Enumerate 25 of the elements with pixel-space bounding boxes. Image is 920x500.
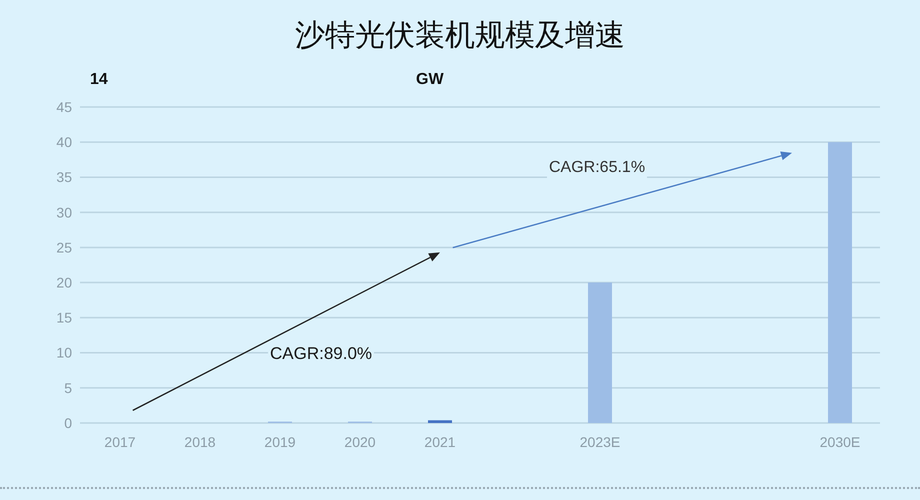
y-tick-label: 25 [56, 239, 72, 256]
y-tick-label: 20 [56, 274, 72, 291]
y-tick-label: 0 [64, 414, 72, 431]
y-tick-label: 5 [64, 380, 72, 396]
x-tick-label: 2030E [820, 434, 860, 450]
y-tick-label: 30 [56, 204, 72, 220]
y-tick-label: 40 [56, 134, 72, 150]
bar [588, 282, 612, 423]
x-tick-label: 2020 [344, 434, 376, 450]
bar [828, 142, 852, 423]
x-tick-label: 2023E [580, 434, 620, 450]
x-tick-label: 2021 [424, 434, 456, 450]
annotation: CAGR:89.0% [268, 344, 374, 364]
text: 14 [88, 70, 110, 90]
x-tick-label: 2019 [264, 434, 296, 450]
y-tick-label: 15 [56, 310, 72, 326]
chart-title: 沙特光伏装机规模及增速 [294, 18, 626, 54]
y-tick-label: 10 [56, 344, 72, 361]
y-tick-label: 45 [56, 98, 72, 115]
x-tick-label: 2017 [104, 434, 136, 450]
bar [428, 420, 452, 423]
y-tick-label: 35 [56, 169, 72, 186]
annotation: CAGR:65.1% [547, 158, 648, 178]
y-axis-title: GW [416, 70, 444, 90]
x-tick-label: 2018 [184, 434, 216, 450]
